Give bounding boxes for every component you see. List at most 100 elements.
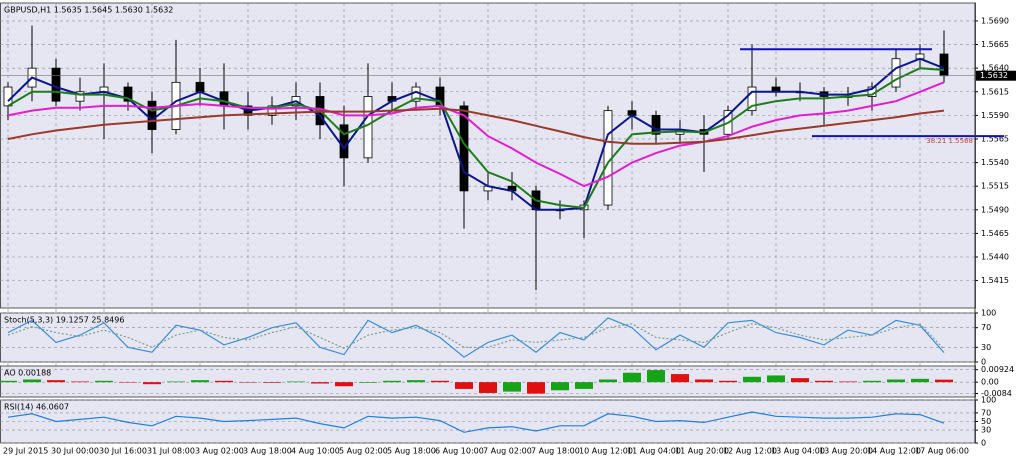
- panel-title: GBPUSD,H1 1.5635 1.5645 1.5630 1.5632: [4, 6, 173, 15]
- y-tick-label: 100: [981, 309, 996, 318]
- y-tick-label: 50: [981, 417, 991, 426]
- ao-bar: [47, 380, 65, 383]
- x-tick-label: 3 Aug 02:00: [195, 447, 244, 456]
- ao-bar: [719, 380, 737, 383]
- ao-bar: [383, 380, 401, 383]
- ao-bar: [767, 375, 785, 383]
- panel-title: RSI(14) 46.0607: [4, 403, 69, 412]
- candle-body: [147, 100, 157, 130]
- ao-bar: [191, 380, 209, 383]
- y-tick-label: 30: [981, 426, 991, 435]
- moving-average: [7, 57, 945, 211]
- y-tick-label: 100: [981, 396, 996, 405]
- y-tick-label: 0: [981, 439, 986, 448]
- y-tick-label: 1.5415: [981, 276, 1009, 285]
- x-tick-label: 4 Aug 10:00: [291, 447, 340, 456]
- x-tick-label: 11 Aug 20:00: [675, 447, 729, 456]
- candle-body: [51, 67, 61, 102]
- candle-body: [939, 53, 949, 77]
- candle-body: [75, 91, 85, 102]
- ao-bar: [791, 378, 809, 383]
- candle-body: [219, 91, 229, 107]
- candle-body: [363, 96, 373, 159]
- ao-bar: [263, 382, 281, 383]
- ao-bar: [671, 374, 689, 383]
- x-tick-label: 6 Aug 10:00: [435, 447, 484, 456]
- y-tick-label: 0.00: [981, 378, 999, 387]
- ao-bar: [71, 381, 89, 383]
- ao-bar: [287, 381, 305, 383]
- ao-bar: [743, 376, 761, 383]
- indicator-line: [7, 317, 945, 358]
- ao-bar: [143, 382, 161, 385]
- candle-body: [339, 124, 349, 159]
- indicator-line: [7, 411, 945, 433]
- y-tick-label: 70: [981, 323, 991, 332]
- panel-title: AO 0.00188: [4, 369, 51, 378]
- ao-bar: [815, 380, 833, 383]
- last-price-box: [976, 70, 1016, 81]
- ao-bar: [215, 380, 233, 383]
- y-tick-label: 1.5465: [981, 229, 1009, 238]
- last-price-label: 1.5632: [980, 71, 1008, 80]
- ao-bar: [575, 382, 593, 389]
- ao-bar: [503, 382, 521, 392]
- candle-body: [3, 86, 13, 107]
- y-tick-label: 0: [981, 358, 986, 367]
- x-tick-label: 3 Aug 18:00: [243, 447, 292, 456]
- y-tick-label: 1.5440: [981, 253, 1009, 262]
- x-tick-label: 14 Aug 12:00: [867, 447, 921, 456]
- ao-bar: [95, 380, 113, 383]
- y-tick-label: 70: [981, 408, 991, 417]
- ao-bar: [623, 372, 641, 383]
- candle-body: [123, 86, 133, 102]
- panel: [0, 312, 976, 363]
- candle-body: [267, 105, 277, 116]
- ao-bar: [119, 382, 137, 383]
- x-tick-label: 5 Aug 18:00: [387, 447, 436, 456]
- level-label: 38.21 1.5568: [926, 137, 973, 145]
- ao-bar: [839, 381, 857, 383]
- ao-bar: [431, 380, 449, 383]
- ao-bar: [359, 382, 377, 383]
- x-tick-label: 7 Aug 18:00: [531, 447, 580, 456]
- plot-area: [7, 411, 945, 433]
- y-tick-label: 1.5565: [981, 134, 1009, 143]
- ao-bar: [23, 379, 41, 383]
- x-tick-label: 12 Aug 12:00: [723, 447, 777, 456]
- ao-bar: [239, 382, 257, 383]
- plot-area: 38.21 1.5568: [0, 25, 1004, 291]
- x-tick-label: 5 Aug 02:00: [339, 447, 388, 456]
- x-tick-label: 17 Aug 06:00: [915, 447, 969, 456]
- x-tick-label: 7 Aug 02:00: [483, 447, 532, 456]
- x-tick-label: 11 Aug 04:00: [627, 447, 681, 456]
- candle-body: [195, 81, 205, 93]
- ao-bar: [167, 381, 185, 383]
- y-tick-label: 1.5515: [981, 182, 1009, 191]
- moving-average: [7, 81, 945, 188]
- ao-bar: [647, 370, 665, 383]
- y-tick-label: 30: [981, 343, 991, 352]
- ao-bar: [887, 379, 905, 383]
- moving-average: [7, 107, 945, 145]
- ao-bar: [455, 382, 473, 389]
- y-tick-label: 0.00924: [981, 365, 1014, 374]
- x-tick-label: 10 Aug 12:00: [579, 447, 633, 456]
- x-tick-label: 30 Jul 00:00: [51, 447, 99, 456]
- ao-bar: [551, 382, 569, 391]
- y-tick-label: 1.5615: [981, 87, 1009, 96]
- x-tick-label: 13 Aug 20:00: [819, 447, 873, 456]
- ao-bar: [599, 379, 617, 383]
- y-tick-label: -0.0084: [981, 389, 1012, 398]
- y-tick-label: 1.5540: [981, 158, 1009, 167]
- ao-bar: [0, 380, 17, 383]
- ao-bar: [863, 380, 881, 383]
- ao-bar: [695, 379, 713, 383]
- ao-bar: [527, 382, 545, 394]
- ao-bar: [311, 382, 329, 384]
- y-tick-label: 1.5490: [981, 205, 1009, 214]
- ao-bar: [479, 382, 497, 393]
- plot-area: [0, 370, 953, 394]
- x-tick-label: 31 Jul 08:00: [147, 447, 195, 456]
